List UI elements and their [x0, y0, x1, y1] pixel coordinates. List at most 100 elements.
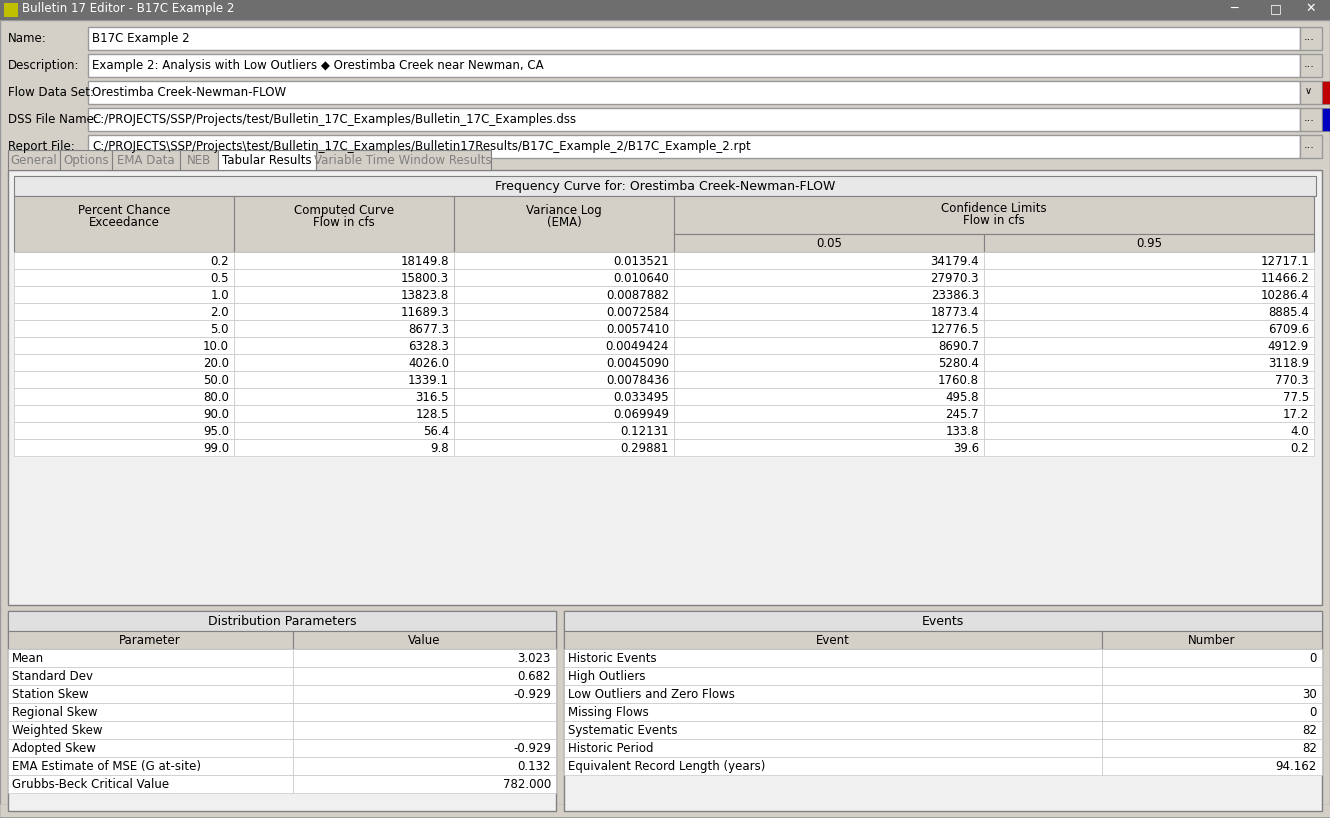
- Text: Adopted Skew: Adopted Skew: [12, 742, 96, 755]
- Bar: [1103, 667, 1322, 685]
- Bar: [234, 320, 454, 337]
- Bar: [88, 81, 1299, 104]
- Bar: [8, 170, 1322, 605]
- Bar: [454, 337, 674, 354]
- Bar: [8, 721, 293, 739]
- Bar: [15, 269, 234, 286]
- Text: Computed Curve: Computed Curve: [294, 204, 394, 217]
- Text: 0.0057410: 0.0057410: [606, 323, 669, 336]
- Bar: [88, 108, 1299, 131]
- Text: 20.0: 20.0: [203, 357, 229, 370]
- Bar: [984, 303, 1314, 320]
- Bar: [1103, 631, 1322, 649]
- Bar: [1103, 649, 1322, 667]
- Text: 770.3: 770.3: [1275, 374, 1309, 387]
- Bar: [984, 388, 1314, 405]
- Text: Flow in cfs: Flow in cfs: [313, 216, 375, 229]
- Bar: [1103, 739, 1322, 757]
- Text: ─: ─: [1230, 2, 1237, 15]
- Bar: [984, 320, 1314, 337]
- Text: 5280.4: 5280.4: [938, 357, 979, 370]
- Text: 0.5: 0.5: [210, 272, 229, 285]
- Text: Variance Log: Variance Log: [527, 204, 602, 217]
- Bar: [1299, 135, 1322, 158]
- Text: Report File:: Report File:: [8, 140, 74, 153]
- Bar: [293, 775, 556, 793]
- Text: 10.0: 10.0: [203, 340, 229, 353]
- Bar: [984, 286, 1314, 303]
- Bar: [88, 54, 1299, 77]
- Text: EMA Estimate of MSE (G at-site): EMA Estimate of MSE (G at-site): [12, 760, 201, 773]
- Bar: [984, 269, 1314, 286]
- Bar: [8, 649, 293, 667]
- Bar: [674, 252, 984, 269]
- Text: (EMA): (EMA): [547, 216, 581, 229]
- Bar: [674, 439, 984, 456]
- Bar: [564, 631, 1103, 649]
- Bar: [674, 286, 984, 303]
- Text: Events: Events: [922, 615, 964, 628]
- Text: 316.5: 316.5: [415, 391, 450, 404]
- Bar: [293, 739, 556, 757]
- Bar: [15, 337, 234, 354]
- Text: 0.682: 0.682: [517, 670, 551, 683]
- Bar: [1103, 685, 1322, 703]
- Text: Mean: Mean: [12, 652, 44, 665]
- Text: 0.0087882: 0.0087882: [606, 289, 669, 302]
- Text: 0.12131: 0.12131: [621, 425, 669, 438]
- Text: C:/PROJECTS/SSP/Projects/test/Bulletin_17C_Examples/Bulletin_17C_Examples.dss: C:/PROJECTS/SSP/Projects/test/Bulletin_1…: [92, 113, 576, 126]
- Bar: [454, 405, 674, 422]
- Text: 495.8: 495.8: [946, 391, 979, 404]
- Text: Parameter: Parameter: [120, 634, 181, 647]
- Bar: [234, 439, 454, 456]
- Bar: [674, 405, 984, 422]
- Text: Exceedance: Exceedance: [89, 216, 160, 229]
- Text: Missing Flows: Missing Flows: [568, 706, 649, 719]
- Bar: [15, 303, 234, 320]
- Text: 5.0: 5.0: [210, 323, 229, 336]
- Text: Event: Event: [817, 634, 850, 647]
- Bar: [15, 354, 234, 371]
- Bar: [984, 252, 1314, 269]
- Bar: [8, 703, 293, 721]
- Bar: [454, 196, 674, 252]
- Bar: [454, 303, 674, 320]
- Bar: [984, 337, 1314, 354]
- Text: Options: Options: [64, 154, 109, 167]
- Bar: [15, 371, 234, 388]
- Bar: [1299, 81, 1322, 104]
- Bar: [564, 703, 1103, 721]
- Bar: [1322, 108, 1330, 131]
- Text: 15800.3: 15800.3: [400, 272, 450, 285]
- Bar: [8, 667, 293, 685]
- Text: Bulletin 17 Editor - B17C Example 2: Bulletin 17 Editor - B17C Example 2: [23, 2, 234, 15]
- Bar: [15, 286, 234, 303]
- Bar: [234, 196, 454, 252]
- Text: Percent Chance: Percent Chance: [78, 204, 170, 217]
- Text: ...: ...: [1303, 59, 1315, 69]
- Text: 11689.3: 11689.3: [400, 306, 450, 319]
- Text: 0.069949: 0.069949: [613, 408, 669, 421]
- Bar: [293, 757, 556, 775]
- Bar: [0, 0, 1330, 20]
- Text: ∨: ∨: [1305, 86, 1313, 96]
- Text: 6328.3: 6328.3: [408, 340, 450, 353]
- Bar: [234, 422, 454, 439]
- Text: Variable Time Window Results: Variable Time Window Results: [314, 154, 492, 167]
- Text: 90.0: 90.0: [203, 408, 229, 421]
- Bar: [454, 371, 674, 388]
- Text: Confidence Limits: Confidence Limits: [942, 202, 1047, 215]
- Bar: [564, 757, 1103, 775]
- Text: Historic Events: Historic Events: [568, 652, 657, 665]
- Bar: [984, 405, 1314, 422]
- Bar: [293, 667, 556, 685]
- Text: 0.0045090: 0.0045090: [606, 357, 669, 370]
- Bar: [984, 234, 1314, 252]
- Text: Value: Value: [408, 634, 440, 647]
- Text: 94.162: 94.162: [1275, 760, 1317, 773]
- Bar: [1103, 721, 1322, 739]
- Bar: [984, 371, 1314, 388]
- Bar: [293, 721, 556, 739]
- Bar: [984, 422, 1314, 439]
- Bar: [1299, 54, 1322, 77]
